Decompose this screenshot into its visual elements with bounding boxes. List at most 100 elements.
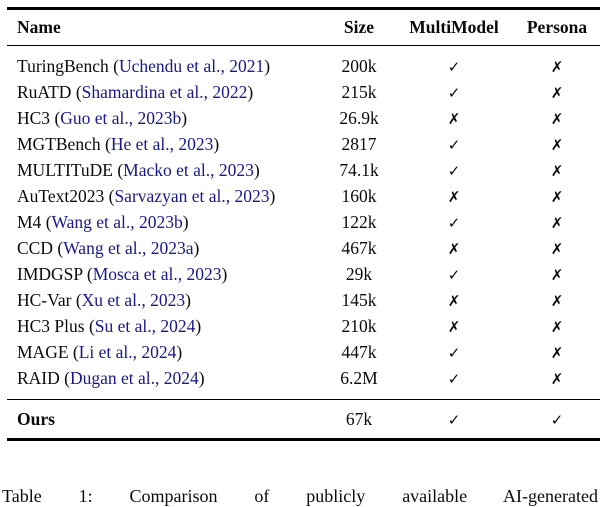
paren-open: ( <box>86 264 93 285</box>
size-cell: 160k <box>341 186 377 207</box>
multimodel-cell: ✗ <box>394 186 514 207</box>
paren-close: ) <box>264 56 271 77</box>
cross-icon: ✗ <box>447 292 461 311</box>
citation-link[interactable]: Wang et al., 2023b <box>51 212 183 233</box>
size-cell: 145k <box>341 290 377 311</box>
citation-link[interactable]: Wang et al., 2023a <box>63 238 194 259</box>
dataset-name: CCD <box>17 238 58 259</box>
paren-close: ) <box>181 108 188 129</box>
table-rule-above-ours <box>7 398 600 401</box>
cross-icon: ✗ <box>550 266 564 285</box>
check-icon: ✓ <box>447 344 461 363</box>
dataset-name-cell: HC3 (Guo et al., 2023b) <box>7 108 324 129</box>
check-icon: ✓ <box>447 162 461 181</box>
citation-link[interactable]: Guo et al., 2023b <box>60 108 182 129</box>
cross-icon: ✗ <box>550 84 564 103</box>
paren-close: ) <box>176 342 183 363</box>
persona-cell: ✗ <box>514 134 600 155</box>
table-row-ours: Ours 67k ✓ ✓ <box>7 400 600 438</box>
dataset-name-cell: RAID (Dugan et al., 2024) <box>7 368 324 389</box>
multimodel-cell: ✗ <box>394 108 514 129</box>
paren-open: ( <box>57 238 64 259</box>
citation-link[interactable]: He et al., 2023 <box>110 134 214 155</box>
citation-link[interactable]: Macko et al., 2023 <box>123 160 254 181</box>
dataset-name: RuATD <box>17 82 76 103</box>
dataset-name: IMDGSP <box>17 264 87 285</box>
citation-link[interactable]: Mosca et al., 2023 <box>92 264 222 285</box>
table-rule-bottom <box>7 438 600 441</box>
citation-link[interactable]: Shamardina et al., 2022 <box>81 82 248 103</box>
size-cell: 122k <box>341 212 377 233</box>
multimodel-cell: ✓ <box>394 368 514 389</box>
paren-close: ) <box>213 134 220 155</box>
persona-cell: ✗ <box>514 56 600 77</box>
table-row: HC3 (Guo et al., 2023b) 26.9k ✗ ✗ <box>7 106 600 132</box>
paren-open: ( <box>104 134 111 155</box>
paren-open: ( <box>113 56 119 77</box>
cross-icon: ✗ <box>447 240 461 259</box>
table-row: RAID (Dugan et al., 2024) 6.2M ✓ ✗ <box>7 366 600 392</box>
dataset-name-cell: MULTITuDE (Macko et al., 2023) <box>7 160 324 181</box>
persona-cell: ✗ <box>514 238 600 259</box>
size-cell: 67k <box>345 408 373 429</box>
dataset-name: HC3 Plus <box>17 316 89 337</box>
paren-close: ) <box>185 290 191 311</box>
paren-close: ) <box>193 238 200 259</box>
table-row: RuATD (Shamardina et al., 2022) 215k ✓ ✗ <box>7 80 600 106</box>
col-header-multimodel: MultiModel <box>409 16 499 37</box>
citation-link[interactable]: Sarvazyan et al., 2023 <box>114 186 270 207</box>
multimodel-cell: ✓ <box>394 82 514 103</box>
paren-open: ( <box>75 82 82 103</box>
cross-icon: ✗ <box>447 188 461 207</box>
table-row: AuText2023 (Sarvazyan et al., 2023) 160k ✗… <box>7 184 600 210</box>
dataset-name: MAGE <box>17 342 73 363</box>
cross-icon: ✗ <box>550 214 564 233</box>
persona-cell: ✗ <box>514 316 600 337</box>
citation-link[interactable]: Dugan et al., 2024 <box>69 368 199 389</box>
check-icon: ✓ <box>447 214 461 233</box>
dataset-name: RAID <box>17 368 65 389</box>
check-icon: ✓ <box>550 410 564 429</box>
paren-close: ) <box>221 264 228 285</box>
citation-link[interactable]: Uchendu et al., 2021 <box>118 56 265 77</box>
table-body: TuringBench (Uchendu et al., 2021) 200k ✓ ✗… <box>7 46 600 399</box>
check-icon: ✓ <box>447 266 461 285</box>
dataset-name-cell: HC-Var (Xu et al., 2023) <box>7 290 324 311</box>
cross-icon: ✗ <box>550 58 564 77</box>
size-cell: 210k <box>341 316 377 337</box>
persona-cell: ✗ <box>514 368 600 389</box>
multimodel-cell: ✓ <box>394 134 514 155</box>
multimodel-cell: ✓ <box>394 342 514 363</box>
persona-cell: ✗ <box>514 212 600 233</box>
cross-icon: ✗ <box>550 188 564 207</box>
table-row: MGTBench (He et al., 2023) 2817 ✓ ✗ <box>7 132 600 158</box>
paren-close: ) <box>195 316 202 337</box>
paren-close: ) <box>198 368 205 389</box>
dataset-name: HC-Var <box>17 290 76 311</box>
cross-icon: ✗ <box>550 240 564 259</box>
citation-link[interactable]: Xu et al., 2023 <box>81 290 186 311</box>
table-rule-header <box>7 44 600 46</box>
table-row: M4 (Wang et al., 2023b) 122k ✓ ✗ <box>7 210 600 236</box>
paren-open: ( <box>117 160 124 181</box>
citation-link[interactable]: Su et al., 2024 <box>94 316 196 337</box>
paren-open: ( <box>75 290 82 311</box>
citation-link[interactable]: Li et al., 2024 <box>78 342 177 363</box>
cross-icon: ✗ <box>550 344 564 363</box>
cross-icon: ✗ <box>550 370 564 389</box>
size-cell: 2817 <box>341 134 377 155</box>
table-header-row: Name Size MultiModel Persona <box>7 10 600 45</box>
dataset-name: MGTBench <box>17 134 105 155</box>
table-row: CCD (Wang et al., 2023a) 467k ✗ ✗ <box>7 236 600 262</box>
check-icon: ✓ <box>447 84 461 103</box>
table-row: HC-Var (Xu et al., 2023) 145k ✗ ✗ <box>7 288 600 314</box>
dataset-name: AuText2023 <box>17 186 109 207</box>
dataset-name-cell: MGTBench (He et al., 2023) <box>7 134 324 155</box>
col-header-persona: Persona <box>526 16 588 37</box>
dataset-name: TuringBench <box>17 56 114 77</box>
cross-icon: ✗ <box>447 110 461 129</box>
cross-icon: ✗ <box>550 110 564 129</box>
cross-icon: ✗ <box>550 318 564 337</box>
paren-open: ( <box>45 212 52 233</box>
paren-open: ( <box>88 316 95 337</box>
